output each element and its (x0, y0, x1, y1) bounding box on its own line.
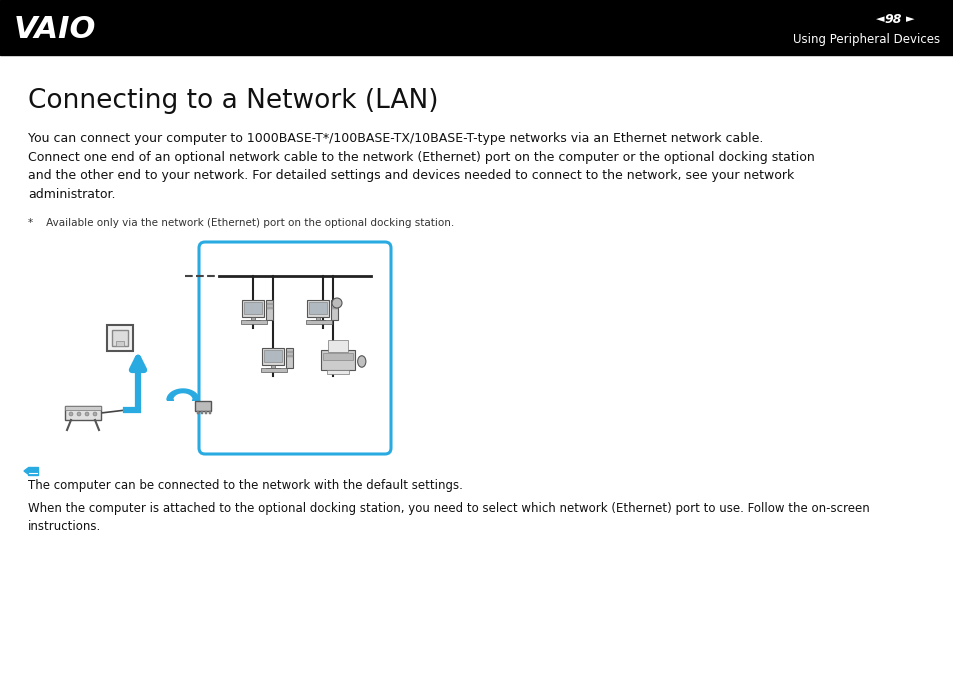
Bar (65, 406, 101, 410)
Text: Using Peripheral Devices: Using Peripheral Devices (792, 33, 939, 46)
Bar (266, 300, 274, 320)
Text: 98: 98 (883, 13, 901, 26)
Bar (261, 369, 286, 372)
Bar (331, 300, 338, 320)
Bar (251, 317, 254, 320)
Text: ►: ► (905, 14, 914, 24)
Bar (242, 300, 264, 317)
Bar (246, 320, 259, 323)
Bar (320, 350, 355, 369)
Polygon shape (28, 467, 38, 475)
FancyBboxPatch shape (199, 242, 391, 454)
Circle shape (92, 412, 97, 416)
Bar (266, 303, 273, 305)
Text: VAIO: VAIO (14, 16, 96, 44)
Bar (309, 302, 327, 315)
Ellipse shape (357, 356, 366, 367)
Bar (0, 0, 953, 55)
Text: ◄: ◄ (875, 14, 883, 24)
Bar (205, 411, 208, 414)
Bar (112, 330, 128, 346)
Circle shape (77, 412, 81, 416)
Bar (326, 369, 349, 374)
Bar (323, 353, 353, 360)
Text: You can connect your computer to 1000BASE-T*/100BASE-TX/10BASE-T-type networks v: You can connect your computer to 1000BAS… (28, 132, 814, 200)
Bar (286, 355, 293, 357)
Bar (271, 365, 274, 369)
Bar (307, 300, 329, 317)
Text: The computer can be connected to the network with the default settings.: The computer can be connected to the net… (28, 479, 462, 492)
Circle shape (69, 412, 73, 416)
Text: When the computer is attached to the optional docking station, you need to selec: When the computer is attached to the opt… (28, 502, 869, 534)
Bar (332, 303, 337, 305)
Polygon shape (167, 389, 199, 400)
Bar (201, 411, 203, 414)
Bar (332, 307, 337, 309)
Bar (107, 325, 132, 351)
Text: *    Available only via the network (Ethernet) port on the optional docking stat: * Available only via the network (Ethern… (28, 218, 454, 228)
Bar (194, 401, 211, 411)
Circle shape (85, 412, 89, 416)
Bar (243, 302, 262, 315)
Text: Connecting to a Network (LAN): Connecting to a Network (LAN) (28, 88, 438, 114)
Bar (328, 340, 348, 352)
Bar (286, 348, 294, 369)
Bar (209, 411, 212, 414)
Circle shape (332, 298, 341, 308)
Bar (266, 307, 273, 309)
Bar (311, 320, 324, 323)
Polygon shape (24, 468, 28, 474)
Bar (316, 317, 319, 320)
Bar (262, 348, 284, 365)
Bar (196, 411, 199, 414)
Bar (263, 350, 282, 363)
Bar (306, 320, 332, 324)
Bar (116, 341, 124, 346)
Bar (266, 369, 279, 371)
Polygon shape (173, 394, 192, 400)
Bar (65, 406, 101, 420)
Bar (286, 350, 293, 353)
Bar (241, 320, 266, 324)
